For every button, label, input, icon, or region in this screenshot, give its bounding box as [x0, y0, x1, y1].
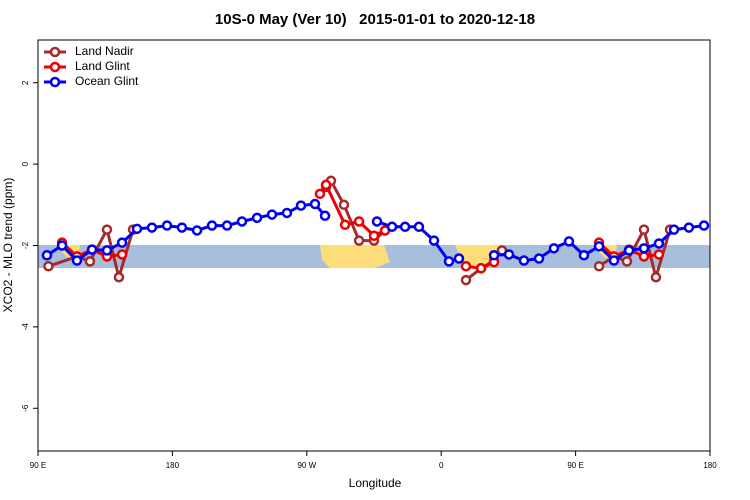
data-point [548, 243, 560, 254]
data-point [314, 188, 326, 200]
data-point [281, 207, 293, 219]
land [320, 245, 390, 268]
data-point [428, 235, 440, 246]
data-point [339, 219, 351, 230]
data-point [338, 199, 350, 211]
y-tick-label: 0 [21, 161, 30, 166]
data-point [101, 245, 113, 256]
data-point [146, 222, 158, 233]
data-point [413, 221, 425, 233]
chart-title: 10S-0 May (Ver 10) 2015-01-01 to 2020-12… [215, 11, 535, 28]
legend-marker [49, 61, 61, 73]
x-tick-label: 90 W [297, 461, 316, 470]
legend-label: Ocean Glint [75, 74, 139, 88]
data-point [353, 216, 365, 227]
data-point [638, 251, 650, 262]
legend-marker [49, 46, 61, 58]
y-axis-label: XCO2 - MLO trend (ppm) [1, 178, 15, 313]
data-point [623, 245, 635, 256]
data-point [131, 223, 143, 235]
data-point [84, 256, 96, 267]
data-point [460, 261, 472, 272]
y-tick-label: -6 [21, 404, 30, 412]
data-point [371, 216, 383, 227]
data-point [683, 222, 695, 233]
data-point [101, 224, 113, 235]
data-point [593, 241, 605, 252]
data-point [251, 212, 263, 224]
data-point [56, 240, 68, 251]
data-point [43, 261, 54, 272]
data-point [518, 255, 530, 266]
data-point [319, 210, 331, 222]
data-point [221, 220, 233, 231]
data-point [71, 255, 83, 266]
data-point [236, 216, 248, 227]
x-axis-label: Longitude [349, 476, 402, 490]
data-point [621, 256, 633, 267]
x-tick-label: 90 E [567, 461, 583, 470]
data-point [698, 220, 710, 231]
data-point [488, 250, 500, 261]
data-point [116, 249, 128, 260]
data-point [475, 263, 487, 274]
data-point [191, 225, 203, 236]
data-point [638, 243, 650, 254]
data-point [593, 261, 605, 272]
x-tick-label: 180 [703, 461, 717, 470]
data-point [653, 238, 665, 249]
y-tick-label: -2 [21, 241, 30, 249]
data-point [161, 220, 173, 231]
data-point [650, 271, 662, 283]
y-tick-label: 2 [21, 80, 30, 85]
y-tick-label: -4 [21, 323, 30, 331]
data-point [653, 249, 665, 260]
data-point [453, 253, 465, 264]
data-point [638, 224, 650, 235]
data-point [206, 220, 218, 231]
data-point [578, 250, 590, 261]
data-point [503, 249, 515, 260]
data-point [86, 244, 98, 255]
data-point [563, 236, 575, 247]
legend-marker [49, 76, 61, 88]
data-point [116, 237, 128, 248]
x-tick-label: 0 [439, 461, 444, 470]
data-point [266, 209, 278, 220]
x-tick-label: 180 [166, 461, 180, 470]
x-tick-label: 90 E [30, 461, 46, 470]
legend-label: Land Nadir [75, 44, 134, 58]
data-point [443, 256, 455, 267]
data-point [608, 255, 620, 266]
data-point [533, 253, 545, 264]
legend-label: Land Glint [75, 59, 130, 73]
data-point [386, 221, 398, 233]
data-point [668, 224, 680, 235]
data-point [320, 179, 332, 191]
data-point [309, 198, 321, 210]
data-point [113, 271, 125, 283]
data-point [176, 222, 188, 233]
data-point [295, 200, 307, 211]
data-point [353, 235, 365, 246]
data-point [399, 221, 411, 233]
data-point [368, 230, 380, 241]
data-point [41, 250, 53, 261]
data-point [460, 274, 472, 286]
